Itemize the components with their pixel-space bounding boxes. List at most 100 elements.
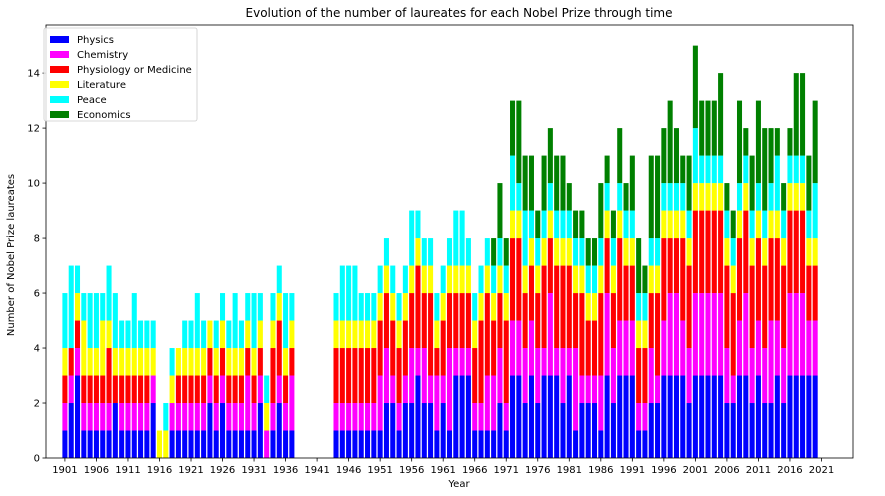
bar-segment — [188, 348, 194, 376]
bar-segment — [566, 375, 572, 458]
bar-segment — [560, 265, 566, 349]
bar-segment — [516, 375, 522, 458]
bar-segment — [270, 348, 276, 404]
bar-segment — [339, 348, 345, 404]
bar-segment — [251, 293, 257, 349]
bar-segment — [718, 210, 724, 294]
bar-segment — [68, 403, 74, 458]
bar-segment — [383, 238, 389, 266]
bar-segment — [774, 155, 780, 211]
x-tick-label: 2006 — [714, 465, 739, 476]
bar-segment — [497, 265, 503, 294]
bar-segment — [465, 375, 471, 458]
bar-segment — [793, 293, 799, 376]
bar-segment — [648, 155, 654, 239]
bar-segment — [755, 210, 761, 239]
bar-segment — [579, 375, 585, 404]
bar-segment — [245, 430, 251, 458]
bar-segment — [718, 183, 724, 211]
bar-segment — [736, 183, 743, 211]
bar-segment — [642, 293, 648, 321]
bar-segment — [528, 210, 534, 239]
bar-segment — [472, 430, 478, 458]
bar-segment — [617, 210, 623, 239]
bar-segment — [705, 100, 711, 156]
bar-segment — [491, 430, 497, 458]
bar-segment — [560, 238, 566, 266]
bar-segment — [699, 100, 705, 156]
bar-segment — [415, 210, 421, 239]
bar-segment — [402, 293, 408, 321]
legend-label: Literature — [77, 80, 126, 91]
bar-segment — [598, 265, 604, 294]
bar-segment — [434, 293, 440, 321]
bar-segment — [610, 210, 616, 239]
legend: Physics Chemistry Physiology or Medicine Li… — [43, 27, 198, 122]
bar-segment — [213, 403, 219, 431]
bar-segment — [238, 320, 244, 349]
x-tick-label: 1951 — [367, 465, 392, 476]
x-tick-label: 1916 — [147, 465, 172, 476]
bar-segment — [207, 320, 213, 349]
bar-segment — [175, 403, 181, 431]
bar-segment — [169, 348, 175, 376]
bar-segment — [749, 238, 755, 266]
bar-segment — [787, 375, 793, 458]
bar-segment — [673, 183, 679, 211]
bar-segment — [390, 320, 396, 376]
bar-segment — [220, 293, 226, 321]
bar-segment — [201, 430, 207, 458]
bar-segment — [736, 238, 743, 321]
bar-segment — [497, 348, 503, 404]
bar-segment — [484, 430, 490, 458]
y-tick-label: 14 — [27, 69, 40, 80]
bar-segment — [510, 210, 516, 239]
bar-segment — [812, 320, 818, 376]
bar-segment — [93, 375, 99, 404]
bar-segment — [560, 403, 566, 458]
bar-segment — [446, 430, 453, 458]
bar-segment — [125, 375, 131, 404]
bar-segment — [812, 100, 818, 184]
bar-segment — [699, 375, 705, 458]
bar-segment — [119, 375, 125, 404]
bar-segment — [516, 238, 522, 321]
bar-segment — [182, 375, 188, 404]
bar-segment — [604, 210, 610, 239]
bar-segment — [131, 348, 137, 376]
bar-segment — [390, 375, 396, 404]
bar-segment — [484, 238, 490, 266]
bar-segment — [566, 265, 572, 349]
bar-segment — [472, 348, 478, 404]
bar-segment — [257, 403, 263, 458]
bar-segment — [711, 293, 717, 376]
bar-segment — [402, 265, 408, 294]
bar-segment — [566, 348, 572, 376]
bar-segment — [503, 238, 509, 266]
bar-segment — [554, 375, 560, 458]
bar-segment — [131, 293, 137, 349]
bar-segment — [636, 293, 642, 321]
bar-segment — [497, 293, 503, 349]
bar-segment — [598, 238, 604, 266]
bar-segment — [591, 293, 598, 321]
bar-segment — [459, 293, 465, 349]
bar-segment — [465, 265, 471, 294]
bar-segment — [793, 210, 799, 294]
bar-segment — [800, 293, 806, 376]
bar-segment — [743, 375, 749, 458]
bar-segment — [510, 100, 516, 156]
bar-segment — [220, 403, 226, 458]
bar-segment — [724, 348, 730, 404]
bar-segment — [718, 73, 724, 156]
bar-segment — [415, 348, 421, 376]
bar-segment — [182, 348, 188, 376]
bar-segment — [446, 238, 453, 266]
bar-segment — [692, 375, 698, 458]
bar-segment — [169, 403, 175, 431]
bar-segment — [245, 348, 251, 376]
bar-segment — [440, 375, 446, 404]
bar-segment — [554, 155, 560, 211]
bar-segment — [62, 348, 68, 376]
bar-segment — [806, 320, 812, 376]
